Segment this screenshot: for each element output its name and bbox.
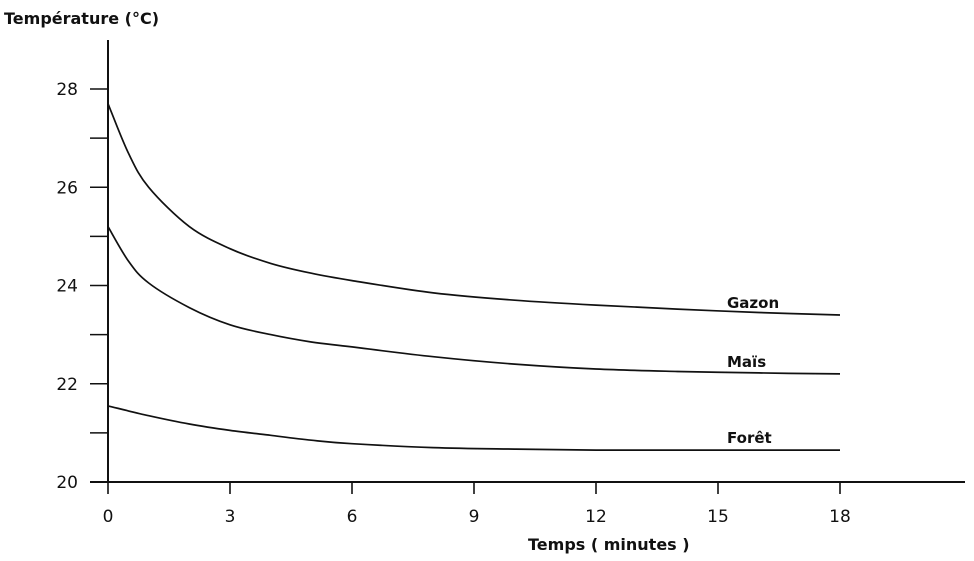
x-tick-label: 3 — [225, 507, 236, 527]
series-line-gazon — [107, 103, 841, 316]
y-tick-label: 26 — [56, 178, 78, 198]
y-tick-label: 22 — [56, 375, 78, 395]
x-tick-label: 15 — [707, 507, 729, 527]
y-tick-label: 20 — [56, 473, 78, 493]
x-tick-label: 6 — [347, 507, 358, 527]
x-axis-title: Temps ( minutes ) — [528, 535, 690, 554]
y-tick-label: 24 — [56, 277, 78, 297]
series-line-mais — [107, 226, 841, 375]
series-label-foret: Forêt — [727, 429, 772, 447]
y-tick-label: 28 — [56, 80, 78, 100]
x-tick-label: 12 — [585, 507, 607, 527]
x-tick-label: 9 — [469, 507, 480, 527]
series-label-mais: Maïs — [727, 353, 766, 371]
x-tick-label: 0 — [103, 507, 114, 527]
series-label-gazon: Gazon — [727, 294, 779, 312]
y-axis-title: Température (°C) — [4, 9, 159, 28]
x-tick-label: 18 — [829, 507, 851, 527]
series-line-foret — [107, 405, 840, 451]
